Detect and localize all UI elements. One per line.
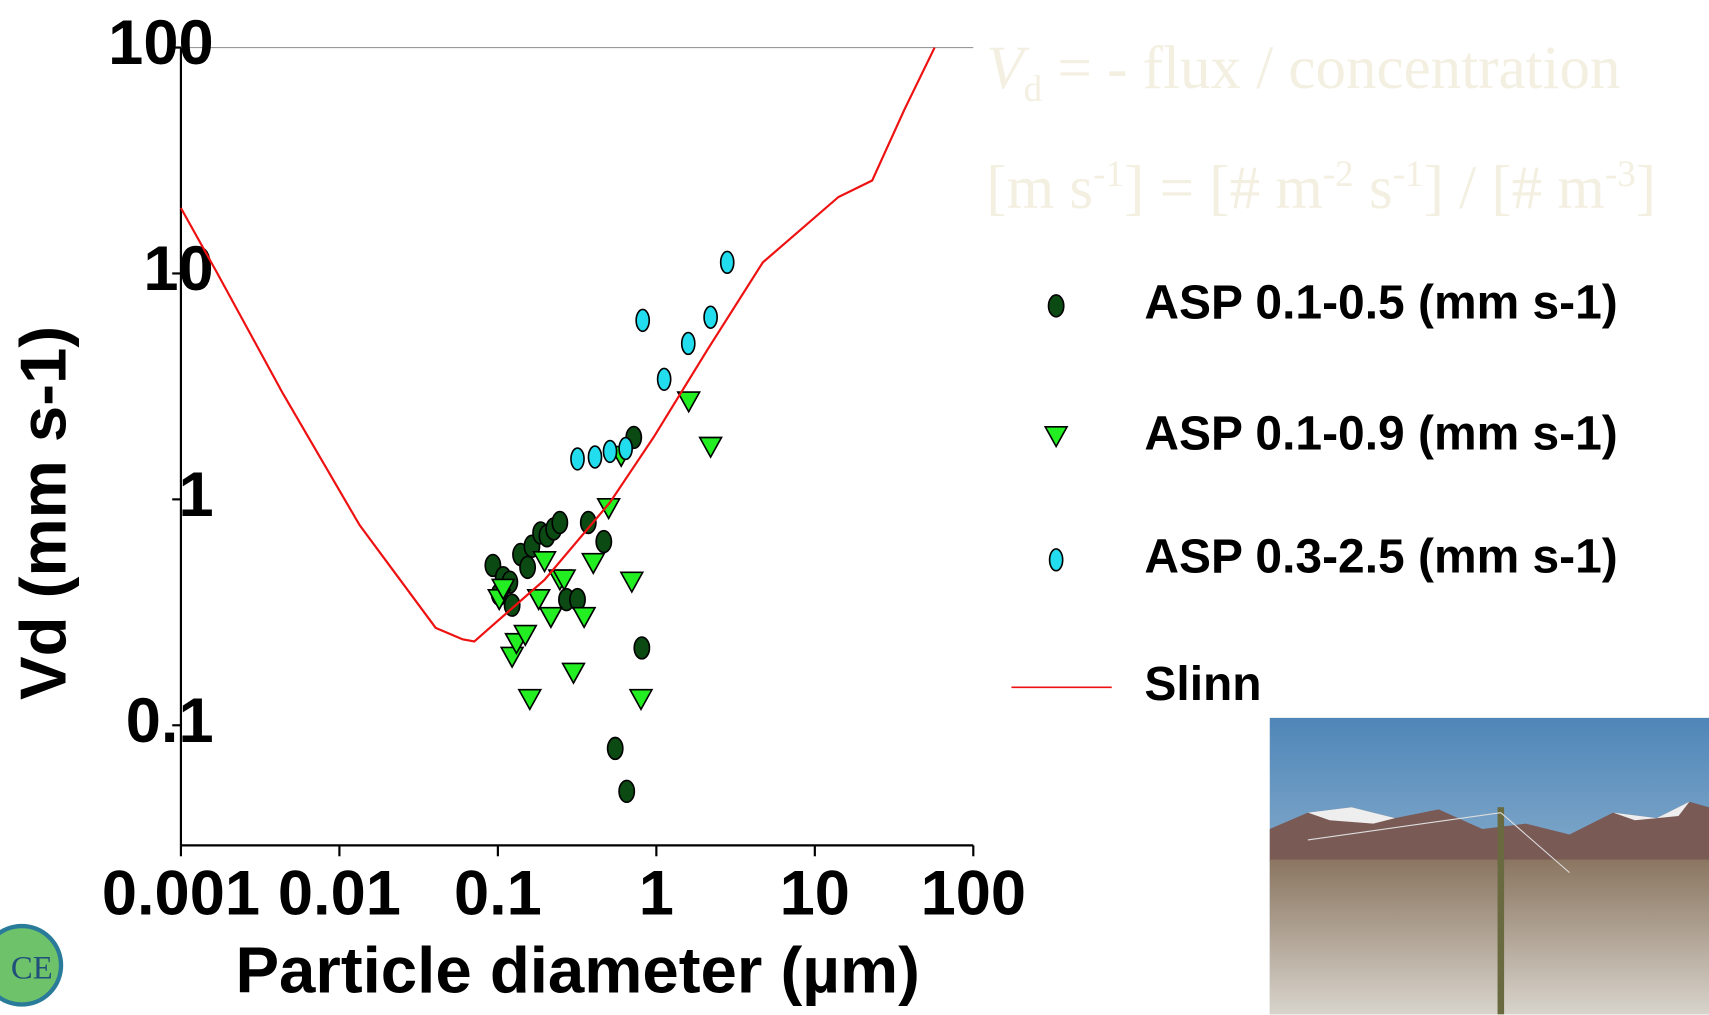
data-point — [602, 439, 618, 464]
legend-label: ASP 0.3-2.5 (mm s-1) — [1144, 530, 1617, 583]
formula-part: = - flux / concentration — [1042, 35, 1620, 102]
data-point — [619, 571, 645, 594]
logo: CE — [0, 923, 64, 1007]
y-tick-label: 1 — [178, 460, 213, 530]
legend-label: ASP 0.1-0.5 (mm s-1) — [1144, 277, 1617, 330]
legend-swatch — [1047, 294, 1065, 318]
data-point — [618, 436, 633, 461]
legend-label: ASP 0.1-0.9 (mm s-1) — [1144, 407, 1617, 460]
data-point — [606, 736, 624, 761]
legend-item: ASP 0.1-0.5 (mm s-1) — [1047, 277, 1618, 330]
legend-item: ASP 0.3-2.5 (mm s-1) — [1048, 530, 1618, 583]
formula-part: V — [986, 35, 1030, 102]
data-point — [570, 447, 585, 471]
formula-part: [m s — [986, 155, 1093, 222]
x-axis-label: Particle diameter (µm) — [235, 934, 919, 1007]
formula-part: ] = [# m — [1124, 155, 1323, 222]
formula-part: s — [1354, 155, 1393, 222]
data-point — [579, 510, 597, 535]
y-tick-label: 0.1 — [126, 686, 214, 756]
formula-part: ] / [# m — [1424, 155, 1605, 222]
x-tick-label: 0.001 — [102, 858, 260, 928]
data-point — [490, 578, 516, 601]
data-point — [526, 588, 552, 612]
data-point — [628, 688, 654, 712]
formula-1: Vd = - flux / concentration — [986, 35, 1620, 110]
data-point — [538, 606, 564, 629]
x-tick-label: 1 — [639, 858, 674, 928]
legend-swatch — [1048, 548, 1064, 572]
formula-part: -3 — [1605, 154, 1636, 195]
data-point — [581, 552, 606, 576]
data-point — [519, 555, 537, 580]
data-point — [618, 779, 636, 804]
data-point — [561, 662, 586, 685]
data-point — [532, 551, 557, 574]
data-point — [551, 510, 569, 535]
x-tick-label: 10 — [780, 858, 850, 928]
legend-swatch — [1043, 426, 1069, 449]
x-tick-label: 0.01 — [278, 858, 401, 928]
data-point — [596, 497, 621, 521]
legend-label: Slinn — [1144, 658, 1261, 711]
legend-item: ASP 0.1-0.9 (mm s-1) — [1043, 407, 1618, 460]
formula-part: -1 — [1093, 154, 1124, 195]
y-axis-label: Vd (mm s-1) — [6, 326, 79, 700]
formula-part: -2 — [1323, 154, 1354, 195]
data-point — [595, 529, 613, 554]
formula-part: d — [1024, 69, 1043, 110]
data-point — [698, 436, 723, 459]
data-point — [635, 308, 651, 333]
model-line — [179, 47, 936, 643]
x-tick-label: 100 — [921, 858, 1026, 928]
data-point — [703, 305, 718, 329]
data-point — [656, 367, 672, 392]
data-point — [571, 606, 597, 629]
y-tick-label: 10 — [143, 234, 213, 304]
data-point — [517, 688, 543, 712]
svg-text:CE: CE — [11, 950, 53, 986]
site-photo — [1269, 717, 1709, 1015]
data-point — [680, 331, 696, 356]
formula-part: -1 — [1393, 154, 1424, 195]
formula-part: ] — [1636, 155, 1656, 222]
y-tick-label: 100 — [108, 8, 213, 78]
data-point — [513, 624, 538, 647]
data-point — [551, 569, 577, 592]
data-point — [587, 445, 603, 469]
formula-2: [m s-1] = [# m-2 s-1] / [# m-3] — [986, 154, 1656, 222]
data-point — [676, 391, 701, 414]
data-point — [719, 250, 735, 275]
plot-area: 0.1 1 10 100 0.001 0.01 0.1 1 10 100 ASP 0.1-0.5 (… — [102, 8, 1618, 928]
x-tick-label: 0.1 — [454, 858, 542, 928]
legend-item: Slinn — [1011, 658, 1262, 711]
data-point — [633, 636, 651, 660]
